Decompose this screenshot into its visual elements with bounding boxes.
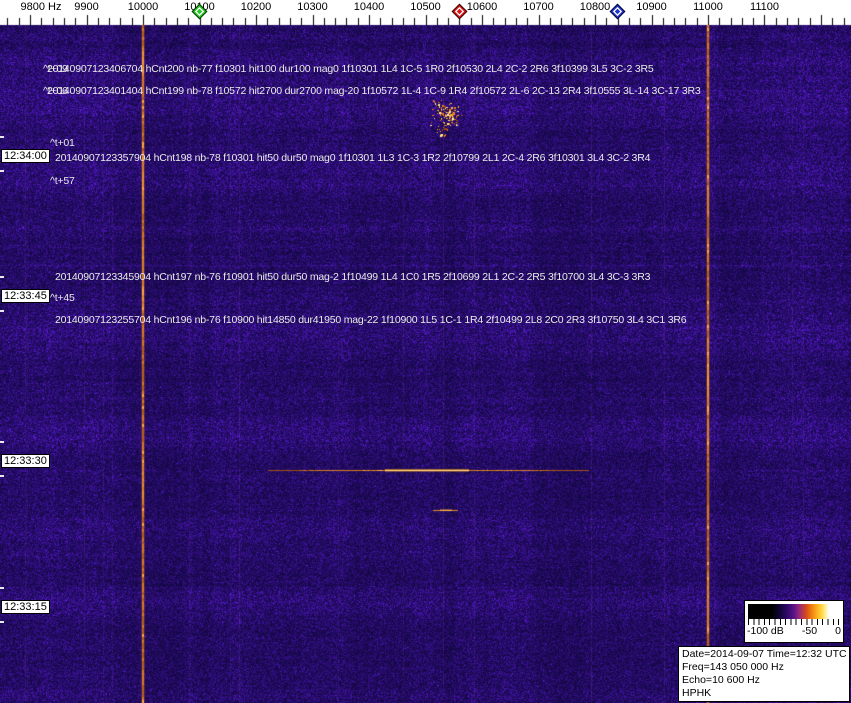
freq-axis-label: 10000 <box>127 1 159 13</box>
db-label-mid: -50 <box>801 625 818 637</box>
freq-axis-label: 10300 <box>297 1 328 13</box>
freq-axis-label: 10700 <box>523 1 554 13</box>
status-info-box: Date=2014-09-07 Time=12:32 UTC Freq=143 … <box>678 646 850 702</box>
freq-axis-label: 11000 <box>693 1 723 13</box>
freq-axis-label: 10200 <box>240 1 272 13</box>
time-tick-mark <box>0 136 4 138</box>
red-diamond-marker[interactable] <box>451 3 468 20</box>
callsign-text: HPHK <box>682 687 712 699</box>
detection-log-line: 20140907123357904 hCnt198 nb-78 f10301 h… <box>55 152 651 164</box>
freq-axis-label: 10600 <box>466 1 498 13</box>
freq-axis-label: 10900 <box>636 1 667 13</box>
db-gradient-bar <box>748 604 840 619</box>
time-tick-mark <box>0 170 4 172</box>
time-tick-mark <box>0 621 4 623</box>
detection-log-line: 20140907123406704 hCnt200 nb-77 f10301 h… <box>47 63 654 75</box>
blue-diamond-marker[interactable] <box>609 3 626 20</box>
db-label-max: 0 <box>835 625 841 637</box>
freq-axis-label: 10800 <box>579 1 611 13</box>
time-tick-mark <box>0 587 4 589</box>
freq-axis-label: 9900 <box>74 1 99 13</box>
time-axis-label: 12:33:30 <box>1 454 50 468</box>
radio-frequency-text: Freq=143 050 000 Hz <box>682 661 784 673</box>
detection-log-line: 20140907123401404 hCnt199 nb-78 f10572 h… <box>47 85 701 97</box>
db-tick-ruler <box>748 619 840 625</box>
event-time-marker: ^t+01 <box>50 137 75 149</box>
detection-log-line: 20140907123345904 hCnt197 nb-76 f10901 h… <box>55 271 651 283</box>
echo-frequency-text: Echo=10 600 Hz <box>682 674 760 686</box>
time-tick-mark <box>0 276 4 278</box>
freq-axis-label: 10400 <box>353 1 385 13</box>
freq-axis-label: 10500 <box>410 1 441 13</box>
time-tick-mark <box>0 310 4 312</box>
green-diamond-marker[interactable] <box>191 3 208 20</box>
db-label-min: -100 dB <box>747 625 784 637</box>
time-tick-mark <box>0 441 4 443</box>
time-axis-label: 12:33:45 <box>1 289 50 303</box>
frequency-ruler: 9800 Hz990010000101001020010300104001050… <box>0 0 851 25</box>
event-time-marker: ^t+45 <box>50 292 75 304</box>
event-time-marker: ^t+06 <box>43 85 68 97</box>
time-axis-label: 12:33:15 <box>1 600 50 614</box>
detection-log-line: 20140907123255704 hCnt196 nb-76 f10900 h… <box>55 314 687 326</box>
db-scale-labels: -100 dB -50 0 <box>745 625 843 638</box>
event-time-marker: ^t+57 <box>50 175 75 187</box>
time-tick-mark <box>0 475 4 477</box>
db-colorbar: -100 dB -50 0 <box>744 600 844 643</box>
time-axis-label: 12:34:00 <box>1 149 50 163</box>
date-time-text: Date=2014-09-07 Time=12:32 UTC <box>682 648 847 660</box>
freq-axis-label: 9800 Hz <box>20 1 62 13</box>
freq-axis-label: 11100 <box>750 1 779 13</box>
event-time-marker: ^t+09 <box>43 63 68 75</box>
